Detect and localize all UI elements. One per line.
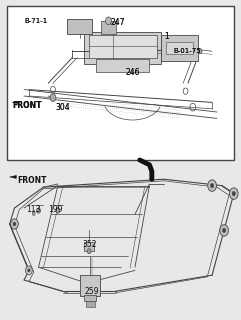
Circle shape (50, 94, 56, 101)
Text: B-01-75: B-01-75 (174, 48, 201, 54)
Circle shape (28, 269, 30, 272)
Circle shape (229, 188, 238, 199)
Bar (84, 242, 94, 251)
Circle shape (106, 17, 111, 25)
Bar (80, 275, 100, 296)
Bar (7, 6, 234, 160)
Text: 1: 1 (164, 32, 169, 41)
Circle shape (222, 228, 226, 233)
Bar (84, 32, 161, 64)
Text: B-71-1: B-71-1 (24, 18, 47, 24)
Circle shape (13, 222, 16, 226)
Polygon shape (10, 175, 16, 179)
Text: 199: 199 (48, 205, 63, 214)
Bar (89, 35, 157, 58)
Bar (101, 21, 116, 34)
Circle shape (26, 266, 32, 275)
Text: 352: 352 (82, 240, 96, 249)
Text: 247: 247 (111, 18, 125, 27)
Circle shape (198, 49, 202, 54)
Circle shape (208, 180, 216, 191)
Text: B-71-1: B-71-1 (24, 18, 47, 24)
Circle shape (11, 219, 18, 229)
Circle shape (87, 249, 91, 254)
Circle shape (32, 212, 35, 215)
Bar (86, 301, 95, 307)
Text: FRONT: FRONT (17, 176, 46, 185)
Bar (166, 42, 193, 54)
Bar (67, 19, 92, 34)
Text: 113: 113 (27, 205, 41, 214)
Circle shape (56, 208, 60, 213)
Text: 246: 246 (125, 68, 140, 76)
Circle shape (210, 183, 214, 188)
Bar (96, 59, 149, 72)
Text: 246: 246 (125, 68, 140, 76)
Text: 259: 259 (84, 287, 99, 296)
Circle shape (232, 191, 235, 196)
Circle shape (220, 225, 228, 236)
Bar (84, 295, 96, 301)
Text: 304: 304 (55, 103, 70, 112)
Polygon shape (12, 102, 18, 104)
Text: 247: 247 (111, 18, 125, 27)
Text: FRONT: FRONT (12, 101, 41, 110)
Text: 304: 304 (55, 103, 70, 112)
Text: B-01-75: B-01-75 (174, 48, 201, 54)
Text: FRONT: FRONT (12, 101, 41, 110)
Text: 1: 1 (164, 32, 169, 41)
Bar (161, 35, 198, 61)
Circle shape (37, 208, 40, 213)
